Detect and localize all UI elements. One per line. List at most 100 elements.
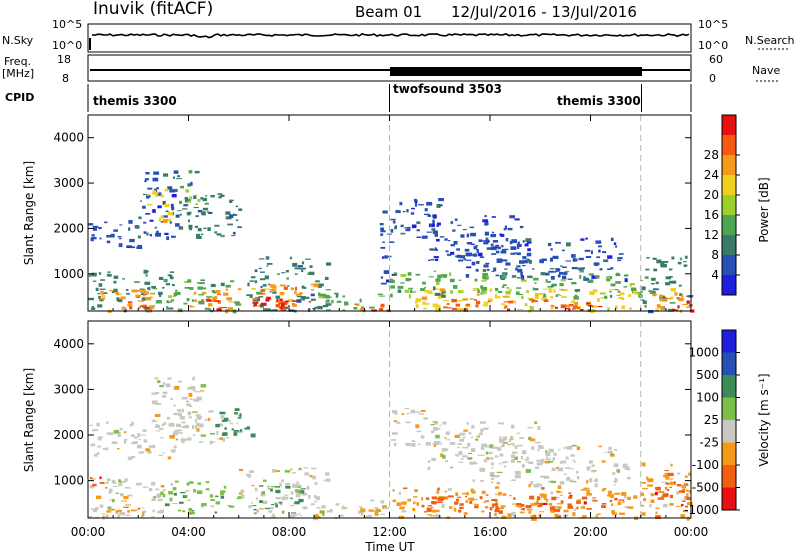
- data-cell: [494, 296, 501, 299]
- data-cell: [380, 233, 384, 236]
- data-cell: [568, 303, 574, 307]
- data-cell: [489, 506, 493, 511]
- data-cell: [287, 298, 294, 303]
- data-cell: [491, 216, 496, 218]
- data-cell: [540, 475, 546, 478]
- data-cell: [308, 308, 311, 312]
- data-cell: [230, 280, 235, 283]
- data-cell: [441, 497, 446, 500]
- data-cell: [462, 455, 468, 458]
- velocity-data-cells: [88, 321, 693, 521]
- data-cell: [167, 301, 172, 303]
- data-cell: [501, 245, 504, 248]
- data-cell: [512, 451, 518, 454]
- data-cell: [98, 227, 101, 230]
- cpid-segment-3: themis 3300: [557, 94, 641, 108]
- data-cell: [142, 429, 147, 432]
- data-cell: [676, 484, 682, 487]
- data-cell: [508, 300, 514, 304]
- data-cell: [173, 292, 177, 297]
- data-cell: [414, 411, 421, 413]
- data-cell: [473, 245, 478, 250]
- data-cell: [424, 208, 428, 212]
- data-cell: [127, 494, 133, 497]
- data-cell: [557, 485, 562, 489]
- data-cell: [300, 515, 303, 517]
- data-cell: [483, 301, 489, 305]
- data-cell: [343, 507, 348, 509]
- data-cell: [194, 419, 198, 423]
- data-cell: [471, 490, 476, 494]
- data-cell: [543, 288, 548, 290]
- data-cell: [208, 298, 212, 301]
- data-cell: [655, 507, 660, 509]
- data-cell: [181, 408, 184, 413]
- data-cell: [416, 236, 421, 238]
- data-cell: [99, 476, 102, 480]
- data-cell: [141, 297, 146, 301]
- data-cell: [667, 472, 674, 477]
- data-cell: [107, 271, 111, 274]
- data-cell: [275, 486, 281, 488]
- data-cell: [486, 458, 489, 461]
- data-cell: [195, 203, 199, 205]
- data-cell: [596, 298, 600, 302]
- velocity-ylabel: Slant Range [km]: [22, 368, 36, 472]
- data-cell: [670, 481, 674, 485]
- data-cell: [469, 461, 475, 465]
- data-cell: [395, 210, 401, 214]
- data-cell: [503, 248, 509, 250]
- data-cell: [151, 498, 156, 501]
- data-cell: [342, 295, 346, 298]
- data-cell: [582, 496, 588, 500]
- data-cell: [443, 306, 448, 309]
- data-cell: [646, 257, 650, 259]
- data-cell: [529, 438, 536, 442]
- data-cell: [583, 276, 586, 280]
- data-cell: [669, 268, 673, 271]
- data-cell: [289, 256, 293, 260]
- data-cell: [109, 290, 114, 292]
- data-cell: [175, 214, 180, 218]
- colorbar-tick-label: 1000: [688, 346, 719, 360]
- data-cell: [629, 307, 632, 310]
- data-cell: [290, 497, 293, 500]
- data-cell: [145, 448, 151, 452]
- data-cell: [193, 291, 197, 295]
- data-cell: [410, 409, 415, 414]
- data-cell: [89, 484, 95, 489]
- colorbar-tick-label: -1000: [684, 503, 719, 517]
- data-cell: [193, 489, 196, 493]
- data-cell: [323, 505, 326, 509]
- data-cell: [550, 295, 554, 299]
- data-cell: [458, 451, 463, 456]
- data-cell: [682, 509, 688, 513]
- data-cell: [312, 475, 317, 480]
- data-cell: [568, 308, 571, 312]
- data-cell: [411, 443, 416, 447]
- data-cell: [528, 510, 532, 514]
- data-cell: [127, 456, 133, 461]
- data-cell: [679, 293, 682, 296]
- data-cell: [167, 186, 173, 190]
- data-cell: [223, 485, 227, 489]
- data-cell: [498, 510, 503, 514]
- data-cell: [138, 216, 142, 220]
- colorbar-swatch: [722, 135, 736, 156]
- data-cell: [593, 480, 597, 482]
- data-cell: [547, 460, 553, 463]
- data-cell: [436, 204, 441, 208]
- data-cell: [485, 445, 490, 448]
- data-cell: [460, 234, 465, 238]
- data-cell: [662, 298, 668, 302]
- data-cell: [641, 481, 646, 484]
- data-cell: [441, 503, 445, 508]
- data-cell: [280, 294, 283, 296]
- data-cell: [310, 503, 315, 506]
- data-cell: [225, 288, 229, 291]
- data-cell: [656, 305, 660, 307]
- data-cell: [165, 210, 169, 212]
- data-cell: [453, 285, 458, 289]
- date-range: 12/Jul/2016 - 13/Jul/2016: [451, 3, 637, 21]
